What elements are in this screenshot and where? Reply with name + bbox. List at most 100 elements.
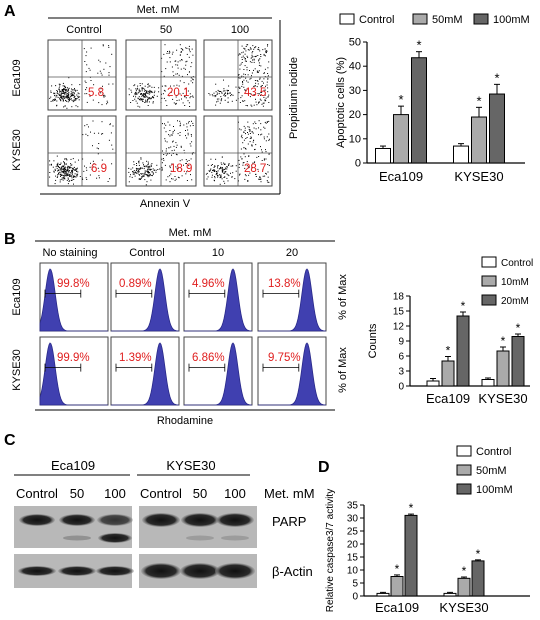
flow-event-dot [262,169,264,170]
flow-event-dot [106,103,107,105]
flow-event-dot [63,91,65,93]
flow-event-dot [64,89,66,90]
flow-event-dot [179,160,181,162]
flow-event-dot [152,101,154,103]
flow-event-dot [166,52,168,54]
flow-event-dot [57,164,59,166]
flow-a-percent: 6.9 [91,163,107,175]
flow-event-dot [242,164,244,166]
flow-event-dot [186,137,188,139]
flow-event-dot [98,102,100,104]
blot-lane-label: 50 [70,486,84,501]
flow-event-dot [224,92,226,94]
flow-event-dot [243,73,245,75]
flow-event-dot [70,169,72,171]
actin-band [96,566,134,576]
legend-swatch [481,275,497,287]
flow-event-dot [136,168,138,170]
flow-event-dot [137,97,139,99]
flow-event-dot [265,140,267,142]
flow-event-dot [267,121,268,123]
flow-event-dot [214,96,216,98]
flow-event-dot [245,138,247,139]
bar [426,380,440,387]
flow-event-dot [217,170,219,172]
flow-event-dot [257,71,259,73]
flow-event-dot [89,166,91,168]
flow-event-dot [251,61,253,63]
flow-event-dot [138,161,139,163]
flow-event-dot [256,104,258,106]
flow-event-dot [107,181,109,182]
flow-event-dot [223,79,224,81]
flow-event-dot [169,165,171,167]
flow-event-dot [136,102,138,104]
flow-event-dot [186,123,188,125]
flow-event-dot [68,170,70,171]
flow-event-dot [187,132,189,134]
flow-event-dot [192,54,194,56]
flow-event-dot [222,169,224,171]
flow-event-dot [54,92,56,94]
flow-event-dot [267,164,269,165]
legend-label: 50mM [476,465,507,477]
flow-event-dot [234,178,236,180]
flow-event-dot [216,92,218,94]
flow-event-dot [71,171,73,173]
flow-event-dot [75,176,77,178]
flow-event-dot [238,121,239,123]
flow-event-dot [183,164,184,166]
flow-event-dot [69,175,70,177]
flow-event-dot [164,140,166,142]
flow-event-dot [50,100,52,102]
flow-event-dot [76,171,78,172]
flow-event-dot [192,122,194,124]
flow-event-dot [60,100,62,102]
flow-event-dot [59,90,61,92]
flow-event-dot [163,159,165,161]
flow-event-dot [247,94,249,96]
y-axis-label: Relative caspase3/7 activity [325,489,336,612]
flow-event-dot [68,77,70,79]
flow-event-dot [151,171,153,173]
flow-event-dot [265,85,266,87]
flow-event-dot [92,120,94,122]
flow-event-dot [147,167,149,169]
flow-event-dot [180,48,182,50]
flow-event-dot [133,164,135,166]
flow-event-dot [175,166,177,168]
flow-event-dot [178,85,180,87]
flow-event-dot [51,85,53,87]
flow-event-dot [61,98,63,100]
flow-event-dot [55,166,57,168]
flow-event-dot [70,93,72,95]
flow-event-dot [253,58,255,60]
flow-event-dot [231,100,233,102]
flow-event-dot [215,91,217,93]
flow-event-dot [63,95,65,97]
flow-event-dot [220,100,222,102]
flow-event-dot [67,89,69,91]
flow-event-dot [49,160,51,162]
flow-event-dot [249,47,251,49]
flow-event-dot [258,64,260,66]
flow-event-dot [62,177,64,179]
flow-event-dot [63,106,65,108]
flow-event-dot [65,163,67,165]
flow-event-dot [216,98,218,100]
flow-event-dot [246,69,248,71]
flow-event-dot [134,98,136,100]
flow-event-dot [244,127,246,129]
flow-event-dot [241,75,243,77]
flow-event-dot [72,168,74,170]
flow-b-col-1: Control [129,247,164,259]
actin-band [141,563,181,579]
flow-event-dot [112,125,114,127]
flow-event-dot [71,177,73,179]
flow-event-dot [173,75,175,77]
flow-event-dot [103,94,105,96]
flow-event-dot [66,174,68,176]
flow-event-dot [101,104,103,106]
flow-event-dot [223,177,225,178]
flow-event-dot [248,167,250,169]
